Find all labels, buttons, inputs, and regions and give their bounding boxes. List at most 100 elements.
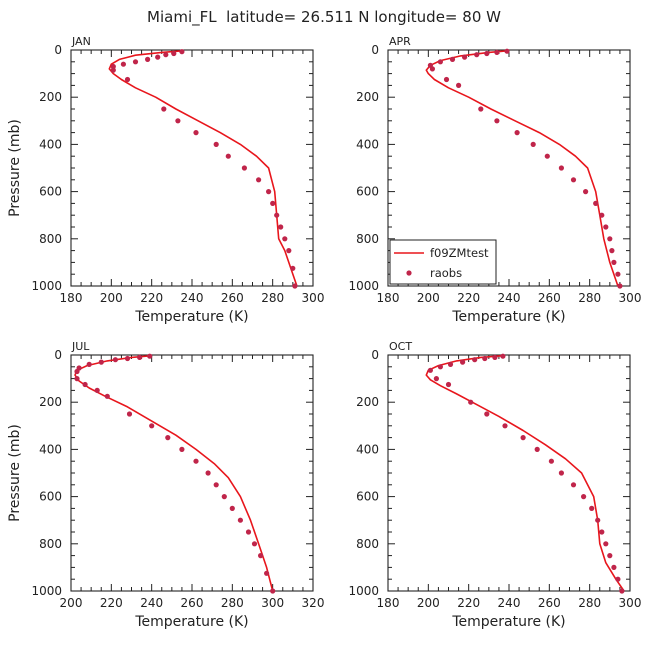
raob-point bbox=[274, 212, 280, 218]
y-axis-title: Pressure (mb) bbox=[7, 424, 23, 522]
raob-point bbox=[147, 353, 153, 359]
raob-point bbox=[462, 54, 468, 60]
model-profile-line bbox=[108, 49, 298, 287]
raob-point bbox=[437, 59, 443, 65]
raob-point bbox=[110, 63, 116, 70]
raob-point bbox=[609, 248, 615, 254]
panels: 180 200 220 240 260 280 300 0 200 400 600 800 1000 Te… bbox=[7, 35, 641, 630]
raob-point bbox=[282, 236, 288, 242]
y-tick-label: 1000 bbox=[348, 279, 379, 293]
raob-point bbox=[530, 141, 536, 147]
legend-label: raobs bbox=[430, 266, 462, 280]
raob-point bbox=[478, 106, 484, 112]
raob-point bbox=[494, 49, 500, 56]
raob-point bbox=[433, 376, 439, 382]
legend-box bbox=[389, 239, 497, 285]
legend-label: f09ZMtest bbox=[430, 246, 489, 260]
raob-point bbox=[221, 494, 227, 500]
x-tick-label: 240 bbox=[498, 596, 521, 610]
raob-point bbox=[292, 283, 298, 289]
y-tick-label: 800 bbox=[356, 537, 379, 551]
raob-point bbox=[570, 177, 577, 183]
x-tick-label: 200 bbox=[100, 291, 123, 305]
x-tick-label: 240 bbox=[498, 291, 521, 305]
raob-point bbox=[256, 177, 262, 183]
raob-point bbox=[548, 458, 555, 464]
x-tick-label: 200 bbox=[417, 291, 440, 305]
raob-point bbox=[251, 541, 258, 547]
x-tick-label: 280 bbox=[261, 291, 284, 305]
raob-point bbox=[427, 367, 433, 373]
plot-frame bbox=[387, 354, 631, 592]
x-axis-title: Temperature (K) bbox=[134, 309, 248, 325]
x-tick-label: 280 bbox=[578, 596, 601, 610]
x-axis-title: Temperature (K) bbox=[451, 614, 565, 630]
raob-point bbox=[163, 52, 169, 58]
raob-point bbox=[161, 106, 167, 112]
raob-point bbox=[583, 189, 589, 195]
raob-point bbox=[124, 76, 131, 83]
raob-point bbox=[558, 165, 565, 171]
raob-point bbox=[74, 376, 80, 382]
y-tick-label: 0 bbox=[54, 348, 62, 362]
x-tick-label: 200 bbox=[60, 596, 83, 610]
raob-point bbox=[443, 76, 450, 83]
raob-point bbox=[484, 411, 490, 417]
x-tick-label: 220 bbox=[457, 596, 480, 610]
x-tick-label: 280 bbox=[221, 596, 244, 610]
raob-point bbox=[615, 576, 621, 582]
raob-point bbox=[213, 141, 219, 147]
raob-point bbox=[74, 368, 80, 375]
raob-point bbox=[112, 357, 118, 363]
y-tick-label: 200 bbox=[39, 90, 62, 104]
raob-point bbox=[245, 529, 252, 535]
raob-point bbox=[570, 482, 577, 488]
raob-point bbox=[179, 446, 185, 452]
x-tick-label: 300 bbox=[619, 291, 642, 305]
raob-point bbox=[124, 355, 131, 362]
raob-point bbox=[468, 399, 474, 405]
plot-frame bbox=[70, 49, 314, 287]
raob-point bbox=[611, 564, 617, 571]
raob-point bbox=[581, 494, 587, 500]
raob-point bbox=[494, 118, 500, 124]
x-axis-title: Temperature (K) bbox=[451, 309, 565, 325]
legend: f09ZMtest raobs bbox=[389, 239, 497, 285]
y-tick-label: 1000 bbox=[31, 279, 62, 293]
x-tick-label: 320 bbox=[302, 596, 325, 610]
panel-label: OCT bbox=[389, 340, 412, 353]
raob-point bbox=[447, 361, 454, 367]
y-tick-label: 400 bbox=[39, 137, 62, 151]
raob-point bbox=[241, 165, 247, 171]
raob-point bbox=[110, 67, 116, 73]
model-profile-line bbox=[74, 354, 274, 592]
raob-point bbox=[460, 359, 466, 365]
x-tick-label: 180 bbox=[60, 291, 83, 305]
x-axis-title: Temperature (K) bbox=[134, 614, 248, 630]
panel-label: APR bbox=[389, 35, 411, 48]
y-tick-label: 1000 bbox=[31, 584, 62, 598]
y-tick-label: 600 bbox=[356, 490, 379, 504]
raob-point bbox=[603, 224, 609, 230]
raob-point bbox=[132, 59, 139, 65]
y-tick-label: 800 bbox=[39, 537, 62, 551]
raob-point bbox=[514, 130, 520, 136]
panel-label: JAN bbox=[71, 35, 91, 48]
raob-point bbox=[229, 505, 235, 511]
raob-point bbox=[258, 553, 264, 559]
raob-point bbox=[589, 505, 595, 511]
raob-point bbox=[544, 153, 550, 159]
raob-point bbox=[593, 200, 599, 206]
raob-point bbox=[193, 458, 199, 464]
plot-frame bbox=[70, 354, 314, 592]
x-tick-label: 260 bbox=[538, 596, 561, 610]
y-tick-label: 200 bbox=[39, 395, 62, 409]
raob-point bbox=[492, 354, 498, 360]
raob-point bbox=[98, 359, 104, 365]
y-tick-label: 0 bbox=[54, 43, 62, 57]
raob-point bbox=[175, 118, 181, 124]
x-tick-label: 260 bbox=[181, 596, 204, 610]
raob-point bbox=[171, 50, 177, 57]
raob-point bbox=[617, 283, 623, 289]
